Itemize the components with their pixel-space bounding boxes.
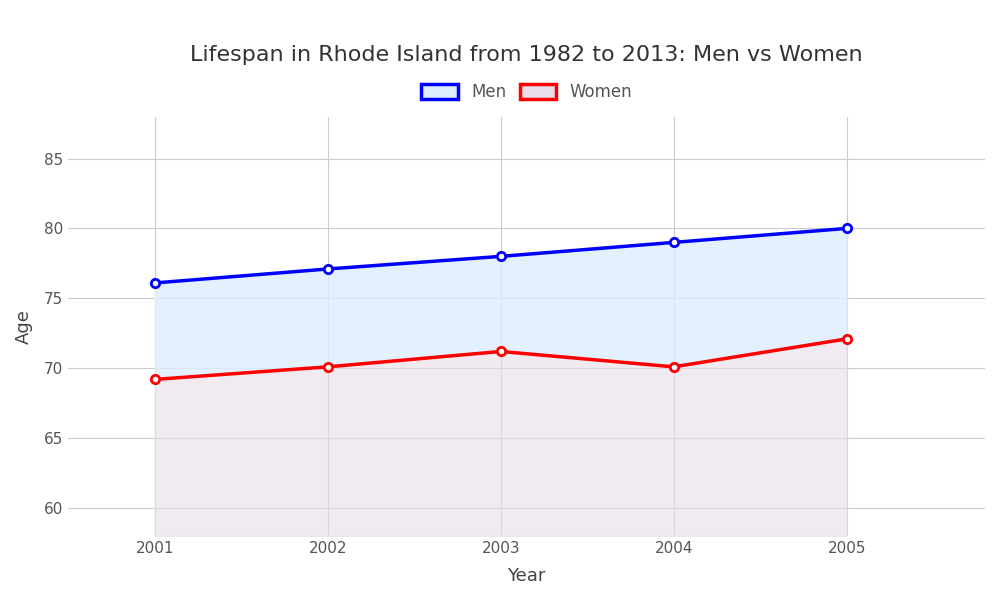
Y-axis label: Age: Age xyxy=(15,309,33,344)
X-axis label: Year: Year xyxy=(507,567,546,585)
Title: Lifespan in Rhode Island from 1982 to 2013: Men vs Women: Lifespan in Rhode Island from 1982 to 20… xyxy=(190,45,863,65)
Legend: Men, Women: Men, Women xyxy=(413,74,641,109)
